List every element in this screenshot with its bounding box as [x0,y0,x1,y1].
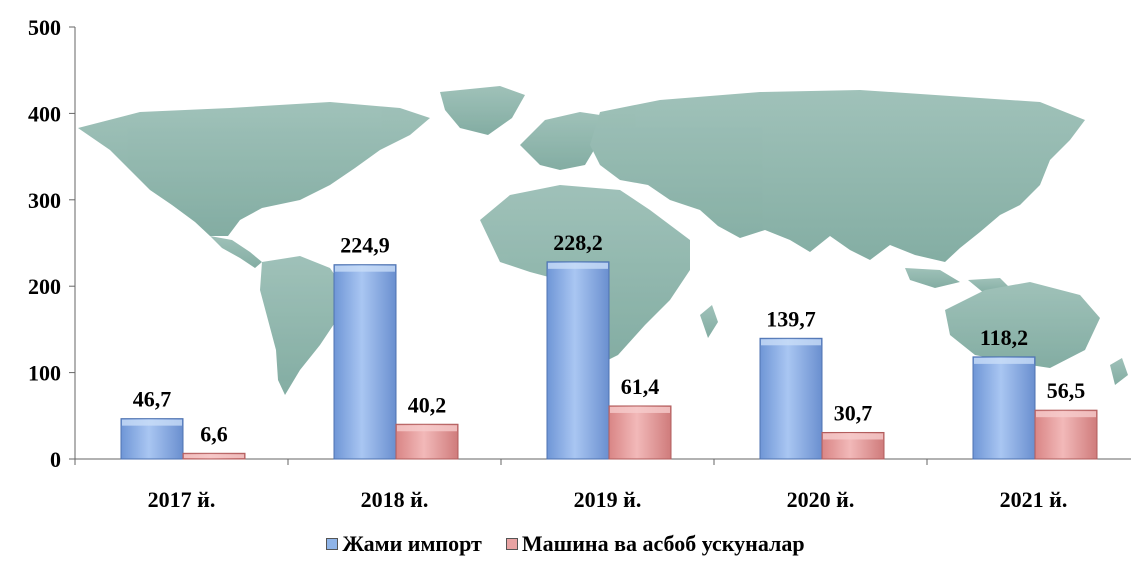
bar-bevel [335,265,395,272]
data-label: 228,2 [553,230,603,255]
data-label: 6,6 [200,421,228,446]
bar-bevel [974,357,1034,364]
bar-total-import-2 [333,264,397,460]
x-tick-label: 2019 й. [574,487,642,512]
x-tick-label: 2017 й. [148,487,216,512]
bar-bevel [122,419,182,426]
bar-machinery-3 [608,405,672,460]
bar-bevel [397,425,457,432]
y-tick-label: 500 [28,15,61,40]
data-label: 30,7 [834,400,873,425]
y-tick-label: 100 [28,361,61,386]
bar-bevel [1036,411,1096,418]
bar-total-import-3 [546,261,610,460]
data-label: 61,4 [621,374,660,399]
x-tick-label: 2018 й. [361,487,429,512]
data-label: 46,7 [133,387,172,412]
data-label: 56,5 [1047,378,1086,403]
world-map-image [78,86,1128,395]
data-label: 118,2 [980,325,1028,350]
bar-bevel [761,339,821,346]
bar-bevel [823,433,883,440]
legend-swatch-series-1 [326,538,339,550]
data-label: 40,2 [408,392,447,417]
x-tick-label: 2020 й. [787,487,855,512]
x-tick-label: 2021 й. [1000,487,1068,512]
y-tick-label: 200 [28,274,61,299]
legend-item-series-2: Машина ва асбоб ускуналар [505,531,805,557]
y-tick-label: 0 [50,447,61,472]
bar-bevel [610,406,670,413]
data-label: 224,9 [340,233,390,258]
legend-item-series-1: Жами импорт [326,531,482,557]
bar-machinery-5 [1034,409,1098,460]
bar-bevel [184,454,244,458]
y-tick-label: 300 [28,188,61,213]
legend: Жами импорт Машина ва асбоб ускуналар [0,531,1131,557]
legend-label-series-2: Машина ва асбоб ускуналар [521,531,805,556]
bar-bevel [548,262,608,269]
data-label: 139,7 [766,306,816,331]
legend-label-series-1: Жами импорт [342,531,482,556]
bar-total-import-5 [972,356,1036,460]
bar-total-import-4 [759,337,823,460]
legend-swatch-series-2 [505,538,518,550]
y-tick-label: 400 [28,101,61,126]
